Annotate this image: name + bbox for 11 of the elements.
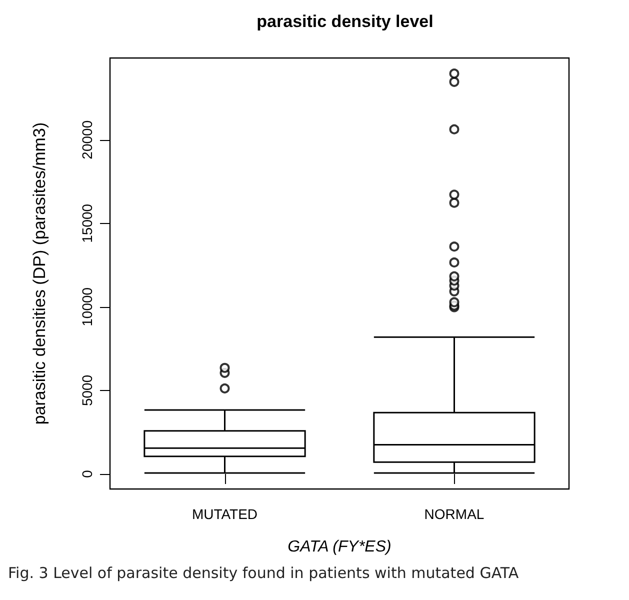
y-axis-title: parasitic densities (DP) (parasites/mm3) bbox=[30, 122, 49, 425]
y-tick-label: 5000 bbox=[79, 374, 95, 406]
y-tick-label: 0 bbox=[79, 470, 95, 478]
caption: Fig. 3 Level of parasite density found in patients with mutated GATA bbox=[7, 563, 520, 584]
x-tick-label: NORMAL bbox=[424, 506, 484, 522]
y-tick-label: 15000 bbox=[79, 204, 95, 243]
x-tick-label: MUTATED bbox=[192, 506, 258, 522]
chart-title: parasitic density level bbox=[256, 12, 434, 31]
x-axis-title: GATA (FY*ES) bbox=[288, 538, 392, 556]
y-tick-label: 20000 bbox=[79, 120, 95, 160]
y-tick-label: 10000 bbox=[79, 287, 95, 326]
